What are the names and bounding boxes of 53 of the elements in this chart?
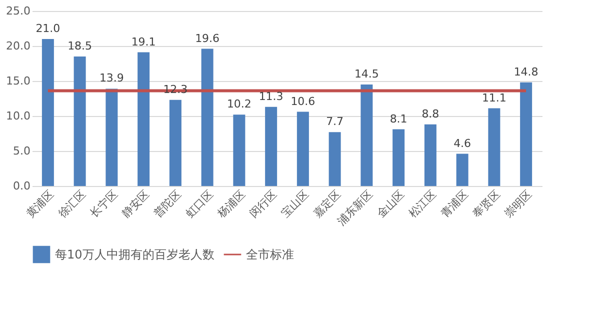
legend-label: 每10万人中拥有的百岁老人数 — [55, 248, 214, 262]
data-label: 7.7 — [326, 115, 344, 128]
y-tick-label: 25.0 — [6, 4, 30, 18]
bar — [169, 100, 182, 186]
data-label: 14.5 — [354, 68, 379, 80]
x-tick-label: 普陀区 — [151, 188, 184, 220]
x-tick-label: 长宁区 — [88, 188, 120, 220]
x-tick-label: 闵行区 — [247, 188, 280, 220]
data-label: 4.6 — [454, 136, 472, 150]
data-label: 12.3 — [163, 82, 188, 96]
bar — [456, 154, 468, 186]
bar — [328, 132, 341, 186]
y-tick-label: 15.0 — [6, 74, 30, 88]
bar — [296, 112, 309, 186]
x-tick-label: 金山区 — [374, 188, 408, 220]
bar — [138, 52, 150, 186]
y-tick-label: 0.0 — [13, 180, 30, 192]
data-label: 8.8 — [422, 107, 440, 120]
x-tick-label: 徐汇区 — [56, 188, 88, 220]
bar — [74, 56, 86, 186]
x-tick-label: 静安区 — [120, 188, 152, 220]
x-tick-label: 宝山区 — [278, 188, 312, 220]
x-tick-label: 杨浦区 — [214, 188, 248, 222]
bar — [392, 129, 405, 186]
data-label: 11.1 — [482, 91, 506, 104]
data-label: 14.8 — [514, 65, 538, 78]
data-label: 8.1 — [390, 112, 408, 126]
data-label: 18.5 — [68, 40, 92, 52]
data-label: 19.6 — [195, 32, 220, 45]
data-label: 13.9 — [99, 72, 124, 85]
bar — [424, 124, 436, 186]
bar — [520, 82, 532, 186]
data-label: 21.0 — [36, 22, 60, 35]
data-label: 19.1 — [131, 35, 156, 48]
x-tick-label: 松江区 — [406, 188, 439, 220]
y-tick-label: 20.0 — [6, 40, 30, 52]
bar — [201, 48, 214, 186]
data-label: 10.2 — [226, 98, 252, 111]
legend-label: 全市标准 — [246, 248, 294, 262]
x-tick-label: 崇明区 — [502, 188, 535, 220]
bar — [106, 88, 118, 186]
bar — [265, 106, 278, 186]
data-label: 11.3 — [258, 90, 284, 103]
y-tick-label: 10.0 — [6, 110, 30, 122]
data-label: 10.6 — [290, 94, 316, 108]
bar — [233, 114, 246, 186]
bar — [42, 39, 54, 186]
y-tick-label: 5.0 — [13, 144, 30, 158]
bar — [360, 84, 373, 186]
x-tick-label: 青浦区 — [438, 188, 471, 220]
bar — [488, 108, 500, 186]
x-tick-label: 虹口区 — [183, 188, 216, 220]
x-tick-label: 奉贤区 — [470, 188, 503, 220]
